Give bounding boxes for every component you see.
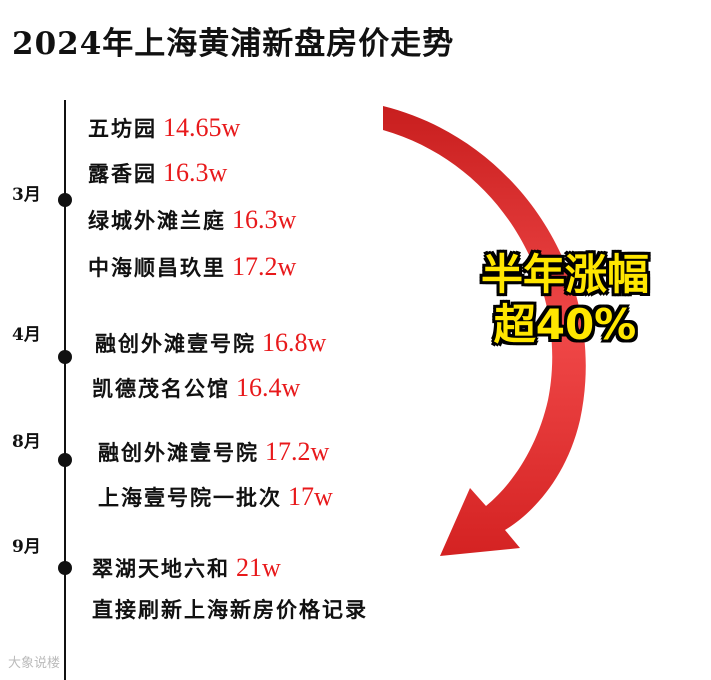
annotation: 半年涨幅 超40% [470,250,660,350]
entry-name: 五坊园 [88,116,157,141]
entry-price: 16.8w [262,328,327,357]
month-label: 4月 [12,325,41,345]
entry-name: 绿城外滩兰庭 [88,208,226,233]
annotation-line: 半年涨幅 [480,250,649,299]
entry: 绿城外滩兰庭 16.3w [88,205,296,236]
entry-price: 17.2w [232,252,297,281]
timeline-dot [58,193,72,207]
month-label: 8月 [12,432,41,452]
entry: 中海顺昌玖里 17.2w [88,252,296,283]
entry-name: 融创外滩壹号院 [98,440,259,465]
entry: 露香园 16.3w [88,158,227,189]
entry-price: 21w [236,553,281,582]
timeline-dot [58,453,72,467]
watermark: 大象说楼 [8,656,61,671]
title: 2024年上海黄浦新盘房价走势 [12,26,455,62]
entry: 融创外滩壹号院 16.8w [95,328,326,359]
entry-price: 16.4w [236,373,301,402]
entry-price: 17w [288,482,333,511]
entry-name: 融创外滩壹号院 [95,331,256,356]
month-label: 3月 [12,185,41,205]
entry-price: 16.3w [163,158,228,187]
month-label: 9月 [12,537,41,557]
entry-price: 14.65w [163,113,241,142]
entry-name: 翠湖天地六和 [92,556,230,581]
entry-price: 17.2w [265,437,330,466]
entry: 翠湖天地六和 21w [92,553,281,584]
timeline-dot [58,561,72,575]
entry: 凯德茂名公馆 16.4w [92,373,300,404]
note: 直接刷新上海新房价格记录 [92,597,368,622]
entry-name: 中海顺昌玖里 [88,255,226,280]
entry-name: 凯德茂名公馆 [92,376,230,401]
timeline-dot [58,350,72,364]
trend-arrow [383,106,586,556]
annotation-line: 超40% [493,300,637,349]
entry-price: 16.3w [232,205,297,234]
entry: 上海壹号院一批次 17w [98,482,333,513]
entry-name: 上海壹号院一批次 [98,485,282,510]
entry-name: 露香园 [88,161,157,186]
entry: 融创外滩壹号院 17.2w [98,437,329,468]
entry: 五坊园 14.65w [88,113,240,144]
